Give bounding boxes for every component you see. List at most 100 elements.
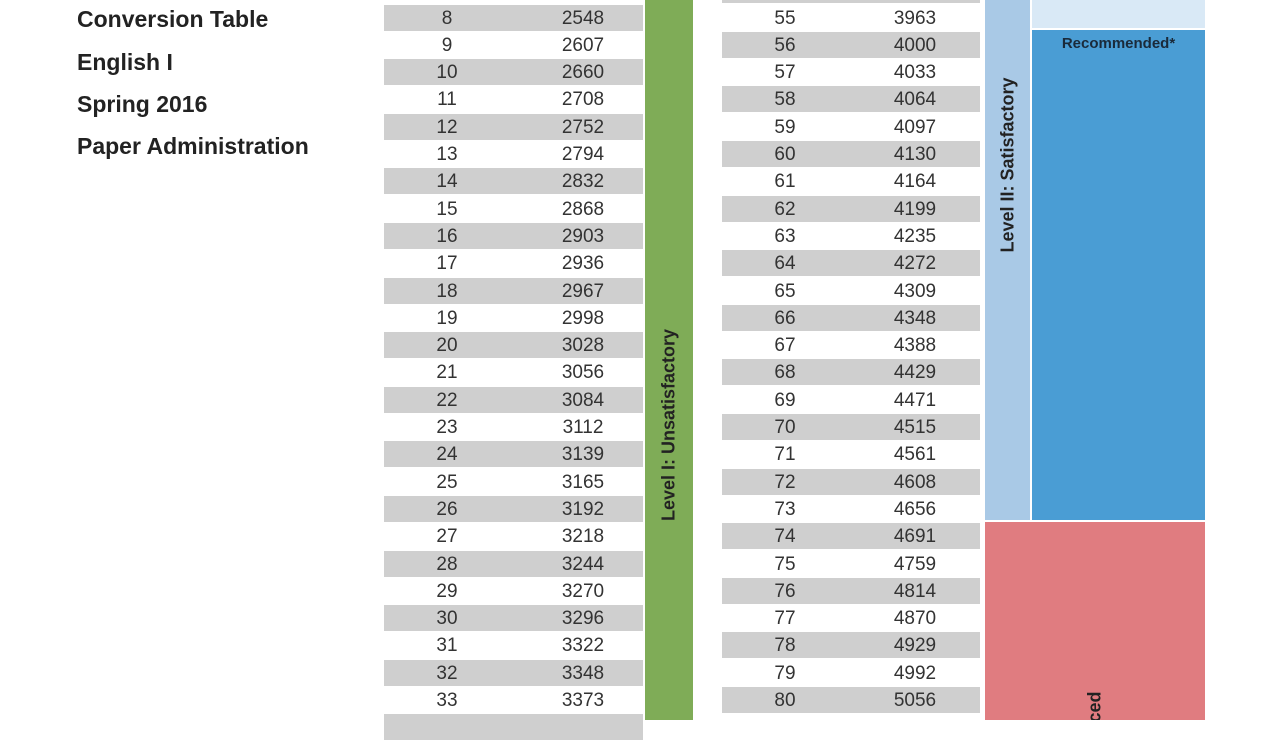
scale-score: 4929 [893, 635, 937, 657]
table-row: 19 2998 [384, 305, 643, 331]
table-row: 60 4130 [722, 141, 980, 167]
title-term: Spring 2016 [77, 91, 208, 117]
scale-score: 4235 [893, 225, 937, 247]
level-1-label: Level I: Unsatisfactory [658, 328, 679, 522]
raw-score: 27 [436, 526, 458, 548]
scale-score: 4608 [893, 471, 937, 493]
raw-score: 30 [436, 608, 458, 630]
raw-score: 13 [436, 144, 458, 165]
scale-score: 3112 [562, 417, 604, 438]
scale-score: 3270 [561, 580, 605, 602]
table-row: 59 4097 [722, 114, 980, 140]
table-row: 24 3139 [384, 441, 643, 468]
table-row: 28 3244 [384, 550, 643, 577]
raw-score: 14 [436, 171, 458, 193]
level-3-label: ced [1084, 691, 1105, 720]
raw-score: 15 [436, 198, 458, 220]
raw-score: 63 [774, 225, 796, 247]
raw-score: 23 [436, 417, 458, 438]
table-row: 14 2832 [384, 168, 643, 195]
table-row: 20 3028 [384, 332, 643, 359]
table-row: 30 3296 [384, 605, 643, 632]
raw-score: 75 [774, 553, 796, 575]
raw-score: 71 [774, 444, 796, 466]
scale-score: 4199 [893, 198, 937, 220]
scale-score: 3963 [893, 7, 937, 29]
scale-score: 4064 [893, 89, 937, 111]
table-row: 68 4429 [722, 359, 980, 386]
table-row: 22 3084 [384, 386, 643, 413]
recommended-top-band [1032, 0, 1205, 28]
raw-score: 16 [436, 225, 458, 247]
raw-score: 65 [774, 280, 796, 302]
raw-score: 72 [774, 471, 796, 493]
table-row-partial [384, 0, 643, 3]
table-row: 32 3348 [384, 659, 643, 686]
scale-score: 3348 [561, 662, 605, 684]
table-row: 57 4033 [722, 59, 980, 85]
raw-score: 19 [436, 307, 458, 329]
scale-score: 4130 [893, 144, 937, 165]
scale-score: 3056 [561, 362, 605, 384]
table-row-partial [722, 0, 980, 4]
table-row: 73 4656 [722, 496, 980, 522]
scale-score: 5056 [893, 690, 937, 711]
raw-score: 66 [774, 307, 796, 329]
title-conversion-table: Conversion Table [77, 6, 269, 32]
table-row: 12 2752 [384, 113, 643, 140]
raw-score: 60 [774, 144, 796, 165]
table-row: 64 4272 [722, 250, 980, 277]
table-row: 78 4929 [722, 632, 980, 659]
raw-score: 78 [774, 635, 796, 657]
table-row: 10 2660 [384, 59, 643, 86]
raw-score: 29 [436, 580, 458, 602]
table-row: 72 4608 [722, 468, 980, 495]
raw-score: 10 [436, 62, 458, 84]
raw-score: 56 [774, 34, 796, 56]
raw-score: 24 [436, 444, 458, 466]
level-3-band: ced [985, 522, 1205, 720]
scale-score: 3139 [561, 444, 605, 466]
title-course: English I [77, 49, 173, 75]
scale-score: 4515 [893, 417, 937, 438]
scale-score: 3244 [561, 553, 605, 575]
table-row: 71 4561 [722, 441, 980, 467]
scale-score: 4388 [893, 335, 937, 357]
table-row: 56 4000 [722, 31, 980, 58]
scale-score: 4691 [893, 526, 937, 548]
scale-score: 2548 [561, 7, 605, 29]
level-2-band: Level II: Satisfactory [985, 0, 1030, 520]
table-row: 66 4348 [722, 304, 980, 331]
table-row: 18 2967 [384, 277, 643, 304]
scale-score: 4870 [893, 608, 937, 630]
raw-score: 64 [774, 253, 796, 275]
raw-score: 70 [774, 417, 796, 438]
scale-score: 2936 [561, 253, 605, 275]
table-row: 69 4471 [722, 387, 980, 413]
title-administration: Paper Administration [77, 133, 309, 159]
table-row: 27 3218 [384, 523, 643, 549]
table-row: 67 4388 [722, 332, 980, 358]
scale-score: 4309 [893, 280, 937, 302]
raw-score: 17 [436, 253, 458, 275]
scale-score: 2998 [561, 307, 605, 329]
table-row: 25 3165 [384, 469, 643, 495]
scale-score: 3296 [561, 608, 605, 630]
scale-score: 4272 [893, 253, 937, 275]
table-row: 31 3322 [384, 632, 643, 658]
raw-score: 76 [774, 580, 796, 602]
raw-score: 20 [436, 335, 458, 357]
scale-score: 2752 [561, 116, 605, 138]
table-row: 65 4309 [722, 278, 980, 304]
table-row: 58 4064 [722, 86, 980, 113]
raw-score: 58 [774, 89, 796, 111]
raw-score: 31 [436, 635, 458, 657]
raw-score: 68 [774, 362, 796, 384]
scale-score: 4348 [893, 307, 937, 329]
scale-score: 3218 [561, 526, 605, 548]
table-row: 13 2794 [384, 141, 643, 167]
raw-score: 59 [774, 116, 796, 138]
raw-score: 25 [436, 471, 458, 493]
level-1-band: Level I: Unsatisfactory [645, 0, 693, 720]
scale-score: 3165 [561, 471, 605, 493]
